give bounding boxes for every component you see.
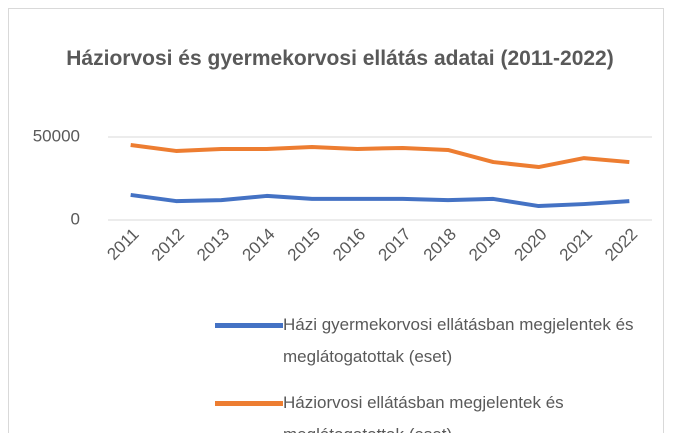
x-tick-label: 2019 [465,225,505,265]
series-line [130,142,630,170]
x-tick-label: 2016 [329,225,369,265]
legend-item: Háziorvosi ellátásban megjelentek és meg… [215,387,673,433]
x-tick-label: 2012 [148,225,188,265]
x-tick-label: 2020 [510,225,550,265]
x-tick-label: 2021 [556,225,596,265]
series-line [130,192,630,209]
chart-frame [8,8,664,433]
legend-item: Házi gyermekorvosi ellátásban megjelente… [215,309,673,373]
y-tick-label: 0 [71,209,80,228]
y-tick-label: 50000 [33,126,80,145]
x-tick-label: 2011 [103,225,142,264]
legend-swatch [215,401,283,406]
x-tick-label: 2022 [601,225,641,265]
x-tick-label: 2013 [193,225,233,265]
legend-swatch [215,323,283,328]
x-tick-label: 2015 [284,225,324,265]
x-tick-label: 2014 [238,225,278,265]
legend-label: Háziorvosi ellátásban megjelentek és meg… [283,393,564,433]
x-tick-label: 2017 [374,225,414,265]
x-tick-label: 2018 [420,225,460,265]
chart-title: Háziorvosi és gyermekorvosi ellátás adat… [66,47,614,70]
legend-label: Házi gyermekorvosi ellátásban megjelente… [283,315,634,366]
